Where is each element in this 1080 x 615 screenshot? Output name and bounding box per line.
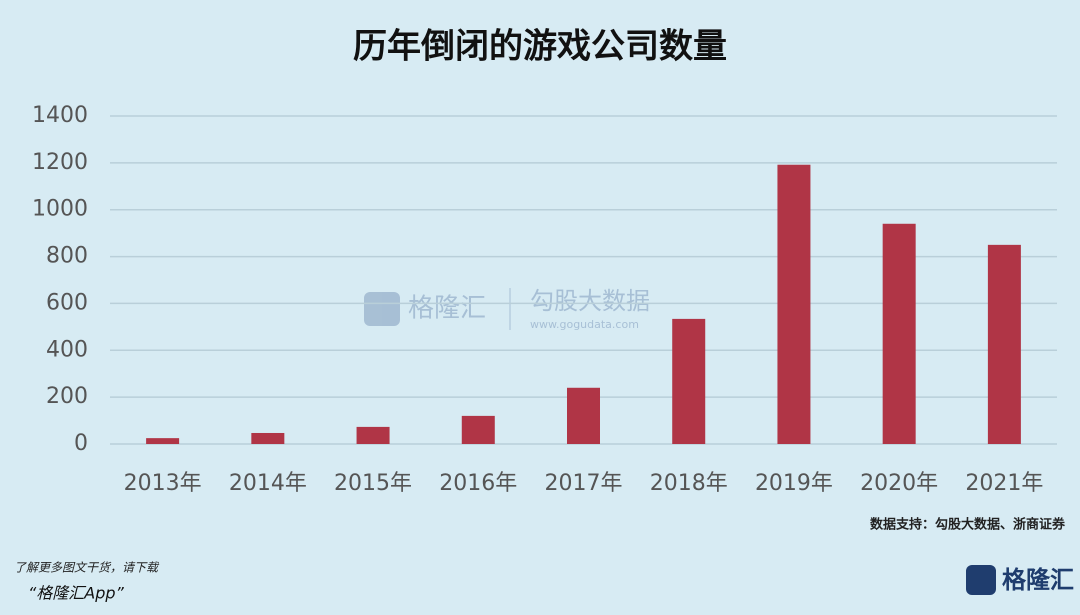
x-tick-label: 2015年	[334, 471, 412, 496]
logo-icon	[966, 565, 996, 595]
y-tick-label: 1400	[32, 103, 88, 128]
x-tick-label: 2016年	[439, 471, 517, 496]
bar	[882, 223, 916, 444]
watermark-brand: 格隆汇	[408, 294, 486, 324]
y-tick-label: 0	[74, 431, 88, 456]
bar	[567, 387, 600, 444]
bar	[777, 164, 811, 444]
x-tick-label: 2018年	[650, 471, 728, 496]
watermark-partner: 勾股大数据	[530, 287, 650, 315]
footer-line1: 了解更多图文干货，请下载	[14, 561, 160, 575]
x-tick-label: 2019年	[755, 471, 833, 496]
y-tick-label: 800	[46, 244, 88, 269]
logo-text: 格隆汇	[1002, 566, 1074, 594]
bar	[461, 415, 495, 444]
x-tick-label: 2014年	[229, 471, 307, 496]
footer-line2: “格隆汇App”	[28, 584, 125, 603]
x-tick-label: 2020年	[860, 471, 938, 496]
x-tick-label: 2021年	[965, 471, 1043, 496]
y-tick-label: 1000	[32, 197, 88, 222]
watermark: 格隆汇 勾股大数据 www.gogudata.com	[364, 287, 650, 331]
watermark-url: www.gogudata.com	[530, 318, 639, 331]
bar	[356, 426, 390, 444]
x-tick-label: 2017年	[545, 471, 623, 496]
bar	[672, 318, 706, 444]
y-tick-label: 600	[46, 290, 88, 315]
bar	[146, 438, 180, 444]
x-tick-label: 2013年	[124, 471, 202, 496]
bar	[251, 432, 285, 444]
watermark-icon	[364, 292, 400, 326]
y-tick-label: 400	[46, 337, 88, 362]
y-tick-label: 200	[46, 384, 88, 409]
bar	[987, 244, 1021, 444]
y-tick-label: 1200	[32, 150, 88, 175]
chart-title: 历年倒闭的游戏公司数量	[353, 27, 727, 67]
source-note: 数据支持：勾股大数据、浙商证券	[870, 517, 1066, 533]
